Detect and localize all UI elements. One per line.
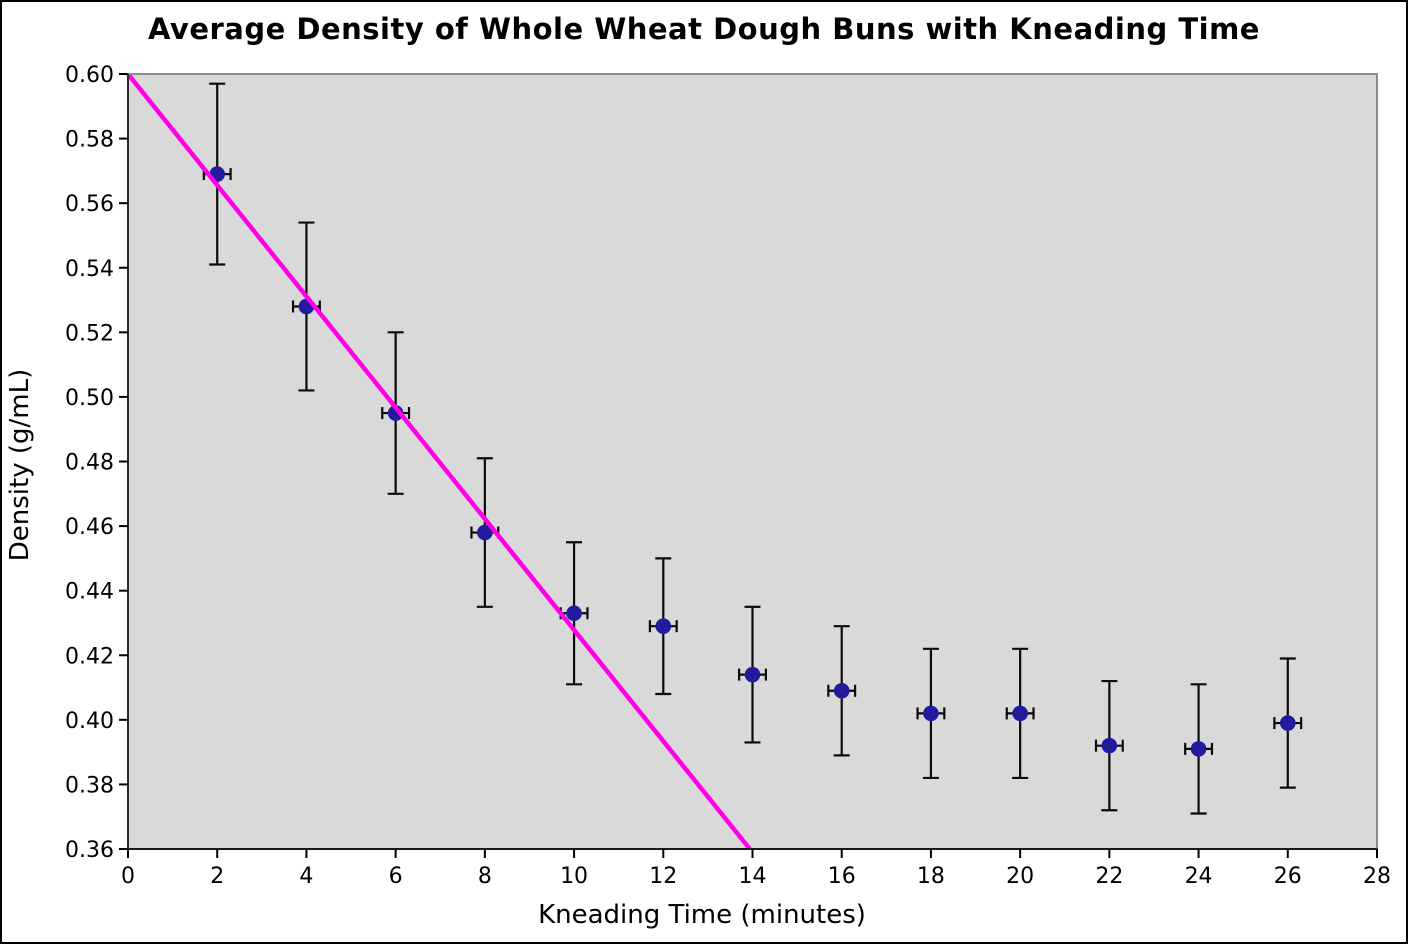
data-point <box>655 618 672 634</box>
x-tick-label: 6 <box>389 864 403 889</box>
data-point <box>566 605 582 622</box>
x-tick-label: 22 <box>1095 864 1123 889</box>
y-tick-label: 0.58 <box>65 128 114 153</box>
data-point <box>1190 741 1207 757</box>
y-tick-label: 0.44 <box>65 580 114 605</box>
y-tick-label: 0.38 <box>65 773 114 798</box>
data-point <box>833 682 850 699</box>
x-tick-label: 0 <box>121 864 135 889</box>
x-tick-label: 14 <box>739 864 767 889</box>
y-tick-label: 0.56 <box>65 192 114 217</box>
y-tick-label: 0.50 <box>65 386 114 411</box>
data-point <box>1279 715 1296 731</box>
x-axis-label: Kneading Time (minutes) <box>538 900 866 930</box>
trend-line <box>126 72 752 851</box>
x-tick-label: 26 <box>1274 864 1302 889</box>
x-tick-label: 8 <box>478 864 492 889</box>
x-tick-label: 16 <box>828 864 856 889</box>
y-tick-label: 0.52 <box>65 321 114 346</box>
chart-title: Average Density of Whole Wheat Dough Bun… <box>148 12 1260 46</box>
y-tick-label: 0.40 <box>65 709 114 734</box>
y-tick-label: 0.54 <box>65 257 114 282</box>
y-tick-label: 0.60 <box>65 63 114 88</box>
x-tick-label: 4 <box>299 864 313 889</box>
y-axis-label: Density (g/mL) <box>5 368 35 562</box>
data-point <box>1012 705 1028 722</box>
x-tick-label: 10 <box>560 864 588 889</box>
x-tick-label: 24 <box>1185 864 1213 889</box>
y-tick-label: 0.36 <box>65 838 114 863</box>
y-tick-label: 0.46 <box>65 515 114 540</box>
x-tick-label: 20 <box>1006 864 1034 889</box>
data-point <box>1101 737 1118 754</box>
x-tick-label: 12 <box>649 864 677 889</box>
x-tick-label: 2 <box>210 864 224 889</box>
y-tick-label: 0.42 <box>65 644 114 669</box>
data-point <box>744 666 761 683</box>
data-point <box>477 524 493 541</box>
x-tick-label: 18 <box>917 864 945 889</box>
y-tick-label: 0.48 <box>65 451 114 476</box>
x-tick-label: 28 <box>1363 864 1391 889</box>
data-point <box>923 705 939 722</box>
